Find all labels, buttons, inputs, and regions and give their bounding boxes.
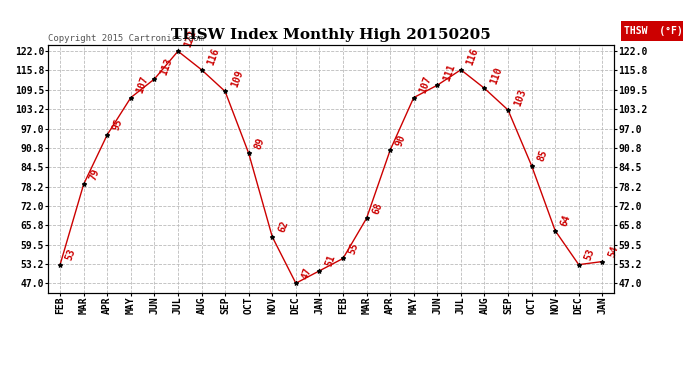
Text: 111: 111 [442, 63, 457, 82]
Text: 122: 122 [182, 28, 197, 48]
Point [172, 48, 184, 54]
Point [573, 262, 584, 268]
Text: 68: 68 [371, 201, 384, 216]
Point [290, 280, 302, 286]
Point [243, 150, 254, 156]
Point [597, 259, 608, 265]
Point [337, 255, 348, 261]
Text: 109: 109 [229, 69, 245, 88]
Text: 51: 51 [324, 254, 337, 268]
Text: 55: 55 [347, 241, 361, 256]
Text: 64: 64 [560, 213, 573, 228]
Point [408, 94, 420, 100]
Text: 53: 53 [583, 248, 596, 262]
Point [384, 147, 395, 153]
Point [314, 268, 325, 274]
Point [78, 181, 89, 187]
Point [455, 67, 466, 73]
Text: 116: 116 [465, 47, 480, 67]
Point [101, 132, 112, 138]
Point [126, 94, 137, 100]
Point [149, 76, 160, 82]
Point [55, 262, 66, 268]
Text: 110: 110 [489, 66, 504, 86]
Text: 89: 89 [253, 136, 266, 150]
Text: 47: 47 [300, 266, 313, 280]
Text: THSW  (°F): THSW (°F) [624, 26, 683, 36]
Point [219, 88, 230, 94]
Title: THSW Index Monthly High 20150205: THSW Index Monthly High 20150205 [171, 28, 491, 42]
Text: 116: 116 [206, 47, 221, 67]
Point [479, 86, 490, 92]
Text: 95: 95 [111, 117, 125, 132]
Text: 103: 103 [512, 87, 528, 107]
Point [502, 107, 513, 113]
Text: 107: 107 [418, 75, 433, 95]
Point [432, 82, 443, 88]
Text: 54: 54 [607, 244, 620, 259]
Text: 85: 85 [535, 148, 549, 163]
Text: Copyright 2015 Cartronics.com: Copyright 2015 Cartronics.com [48, 33, 204, 42]
Point [526, 163, 537, 169]
Point [196, 67, 207, 73]
Text: 53: 53 [64, 248, 78, 262]
Point [550, 228, 561, 234]
Text: 62: 62 [277, 220, 290, 234]
Text: 79: 79 [88, 167, 101, 182]
Point [267, 234, 278, 240]
Text: 113: 113 [159, 56, 174, 76]
Text: 90: 90 [394, 133, 408, 147]
Text: 107: 107 [135, 75, 150, 95]
Point [361, 215, 372, 221]
